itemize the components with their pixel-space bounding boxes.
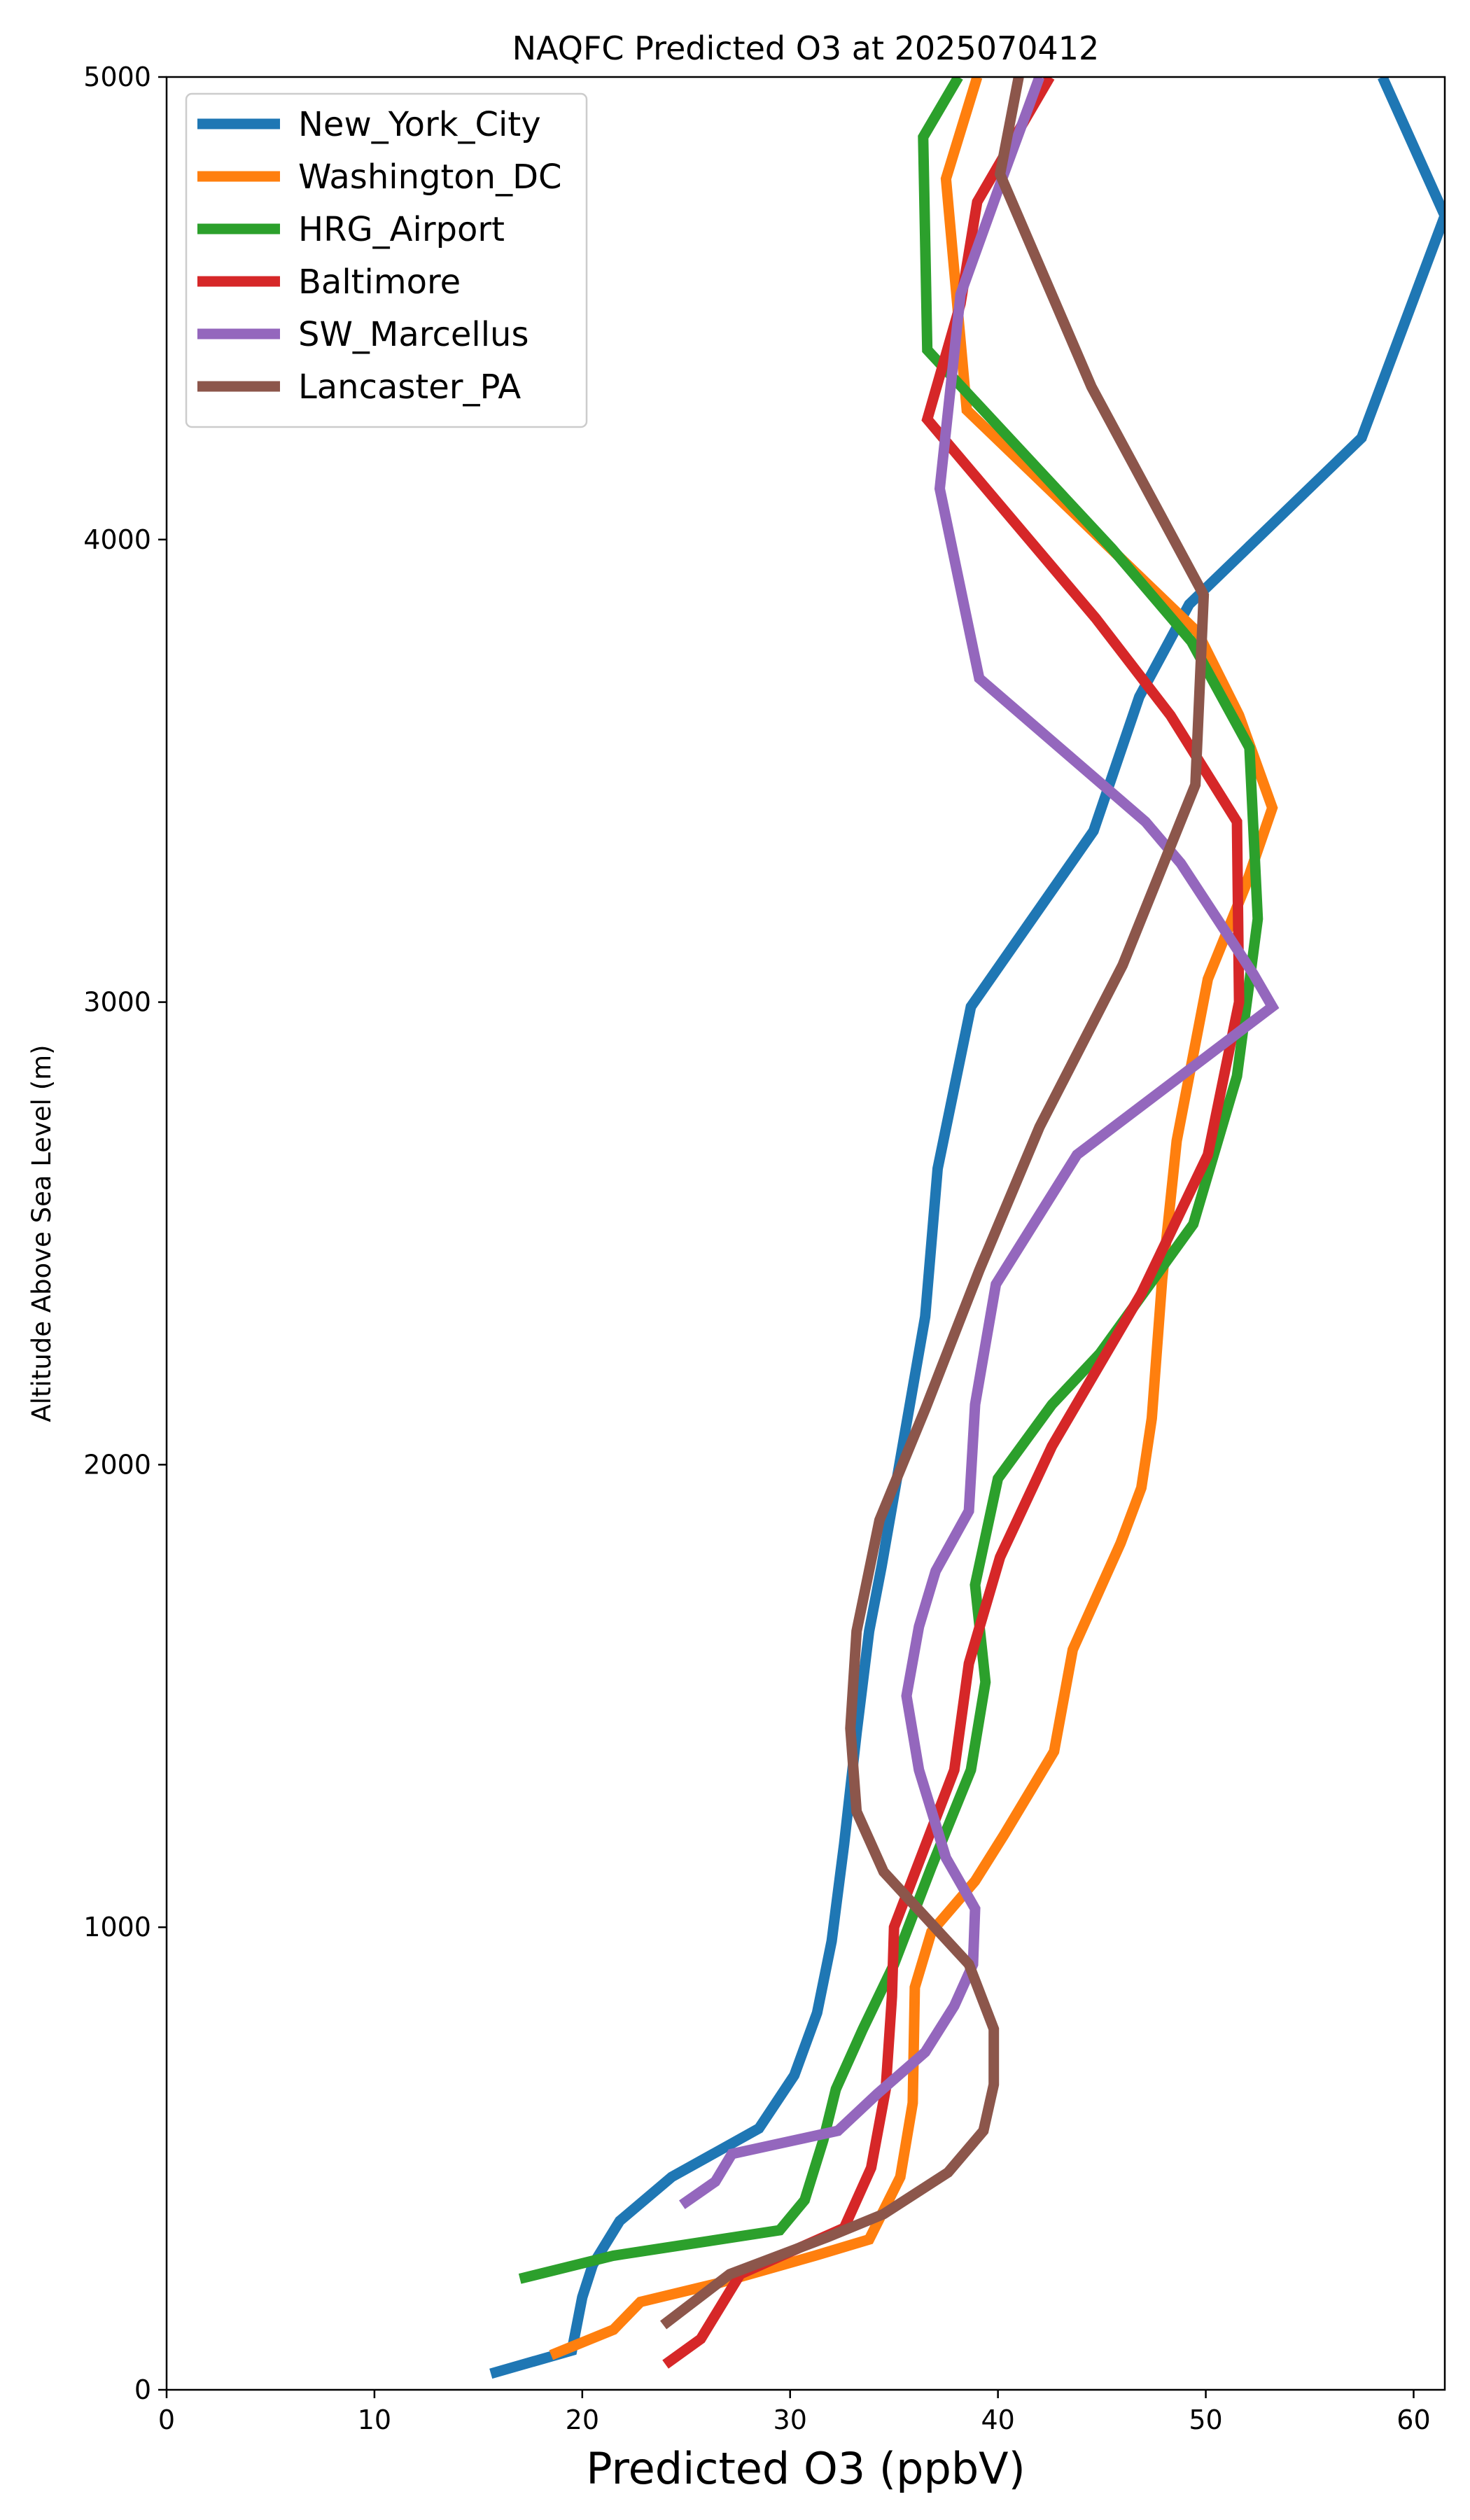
legend-label: HRG_Airport	[298, 210, 505, 249]
legend-box	[185, 92, 588, 428]
y-tick-label: 2000	[83, 1449, 151, 1480]
plot-area-frame	[165, 76, 1446, 2391]
y-tick-label: 5000	[83, 62, 151, 92]
series-line-baltimore	[662, 77, 1245, 2369]
x-tick-label: 10	[358, 2404, 391, 2435]
series-line-sw-marcellus	[679, 77, 1280, 2209]
legend: New_York_City Washington_DC HRG_Airport Bal…	[185, 92, 588, 428]
legend-label: Lancaster_PA	[298, 368, 521, 407]
series-lines	[489, 77, 1445, 2379]
y-tick-label: 0	[134, 2374, 151, 2405]
series-line-hrg-airport	[518, 77, 1264, 2284]
x-tick-label: 40	[981, 2404, 1014, 2435]
y-tick-label: 4000	[83, 524, 151, 555]
series-line-lancaster-pa	[660, 77, 1210, 2330]
y-tick-label: 1000	[83, 1912, 151, 1942]
y-axis-title: Altitude Above Sea Level (m)	[27, 1044, 57, 1422]
y-axis: 0 1000 2000 3000 4000 5000	[83, 62, 167, 2405]
x-tick-label: 30	[774, 2404, 807, 2435]
x-axis-title: Predicted O3 (ppbV)	[586, 2443, 1026, 2494]
y-tick-label: 3000	[83, 987, 151, 1018]
x-tick-label: 0	[158, 2404, 175, 2435]
series-line-new-york-city	[489, 77, 1445, 2379]
x-tick-label: 20	[566, 2404, 599, 2435]
legend-label: New_York_City	[298, 105, 541, 144]
legend-label: SW_Marcellus	[298, 315, 528, 354]
legend-label: Washington_DC	[298, 158, 562, 197]
x-tick-label: 50	[1189, 2404, 1222, 2435]
chart-title: NAQFC Predicted O3 at 2025070412	[512, 29, 1100, 67]
x-axis: 0 10 20 30 40 50 60	[158, 2390, 1431, 2435]
legend-label: Baltimore	[298, 262, 461, 302]
x-tick-label: 60	[1396, 2404, 1430, 2435]
